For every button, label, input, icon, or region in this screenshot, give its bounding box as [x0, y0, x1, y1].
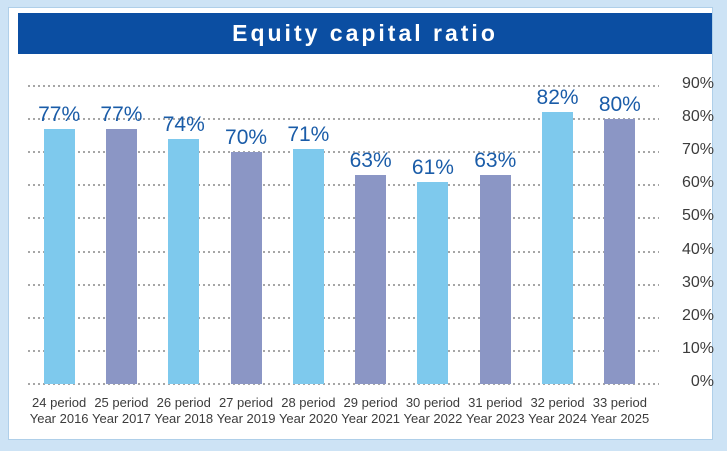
x-axis-category-label: 26 period Year 2018 [151, 395, 217, 427]
plot-area: 0% 10% 20% 30% 40% 50% 60% 70% 80% 90% 77% 24 perio… [9, 8, 714, 439]
x-axis-category-label: 25 period Year 2017 [88, 395, 154, 427]
y-axis-tick-label: 20% [681, 306, 714, 324]
bar-26-period [168, 138, 200, 384]
bar-33-period [604, 119, 636, 384]
x-axis-category-label: 31 period Year 2023 [462, 395, 528, 427]
x-axis-category-label: 24 period Year 2016 [26, 395, 92, 427]
y-axis-tick-label: 90% [681, 75, 714, 92]
x-axis-period-line: 26 period [156, 395, 211, 410]
bar-value-label: 63% [349, 149, 392, 173]
y-axis-tick-label: 10% [681, 339, 714, 357]
chart-title-bar: Equity capital ratio [18, 13, 712, 54]
gridline-70 [28, 151, 659, 154]
bar-27-period [230, 152, 262, 384]
bar-29-period [355, 175, 387, 384]
x-axis-category-label: 29 period Year 2021 [338, 395, 404, 427]
x-axis-period-line: 28 period [281, 395, 336, 410]
gridline-40 [28, 250, 659, 253]
x-axis-period-line: 32 period [530, 395, 585, 410]
bar-28-period [292, 148, 324, 384]
gridline-20 [28, 316, 659, 319]
x-axis-category-label: 27 period Year 2019 [213, 395, 279, 427]
x-axis-year-line: Year 2025 [590, 411, 650, 426]
x-axis-period-line: 31 period [468, 395, 523, 410]
x-axis-year-line: Year 2016 [29, 411, 89, 426]
bar-value-label: 71% [287, 122, 330, 146]
x-axis-period-line: 27 period [218, 395, 274, 410]
x-axis-period-line: 29 period [343, 395, 398, 410]
bar-24-period [43, 129, 75, 384]
bar-value-label: 82% [536, 86, 579, 110]
x-axis-year-line: Year 2019 [216, 411, 276, 426]
gridline-10 [28, 349, 659, 352]
x-axis-year-line: Year 2022 [403, 411, 463, 426]
x-axis-year-line: Year 2021 [341, 411, 401, 426]
x-axis-category-label: 28 period Year 2020 [275, 395, 341, 427]
x-axis-year-line: Year 2023 [465, 411, 525, 426]
bar-25-period [105, 129, 137, 384]
bar-value-label: 63% [474, 149, 517, 173]
y-axis-tick-label: 30% [681, 273, 714, 291]
gridline-30 [28, 283, 659, 286]
x-axis-year-line: Year 2018 [154, 411, 214, 426]
y-axis-tick-label: 0% [690, 373, 714, 390]
bar-value-label: 70% [225, 126, 268, 150]
y-axis-tick-label: 50% [681, 207, 714, 225]
gridline-60 [28, 184, 659, 187]
y-axis-tick-label: 60% [681, 174, 714, 192]
y-axis-tick-label: 70% [681, 141, 714, 159]
y-axis-tick-label: 80% [681, 108, 714, 126]
bar-value-label: 77% [38, 103, 81, 127]
gridline-90 [28, 85, 659, 87]
x-axis-year-line: Year 2020 [278, 411, 338, 426]
x-axis-year-line: Year 2017 [92, 411, 151, 426]
x-axis-period-line: 24 period [32, 395, 87, 410]
gridline-80 [28, 118, 659, 121]
bar-value-label: 77% [100, 103, 143, 127]
x-axis-period-line: 25 period [94, 395, 149, 410]
x-axis-period-line: 30 period [405, 395, 461, 410]
bar-32-period [542, 112, 574, 384]
bar-30-period [417, 182, 449, 384]
bar-value-label: 61% [411, 156, 454, 180]
chart-panel: Equity capital ratio 0% 10% 20% 30% 40% 50% 60… [8, 7, 714, 440]
bar-31-period [479, 175, 511, 384]
x-axis-category-label: 33 period Year 2025 [587, 395, 653, 427]
gridline-0 [28, 383, 659, 385]
chart-title: Equity capital ratio [232, 20, 498, 46]
x-axis-period-line: 33 period [592, 395, 647, 410]
y-axis-tick-label: 40% [681, 240, 714, 258]
x-axis-category-label: 30 period Year 2022 [400, 395, 466, 427]
x-axis-category-label: 32 period Year 2024 [525, 395, 591, 427]
bar-value-label: 80% [598, 93, 641, 117]
x-axis-year-line: Year 2024 [528, 411, 587, 426]
gridline-50 [28, 217, 659, 220]
bar-value-label: 74% [162, 112, 205, 136]
